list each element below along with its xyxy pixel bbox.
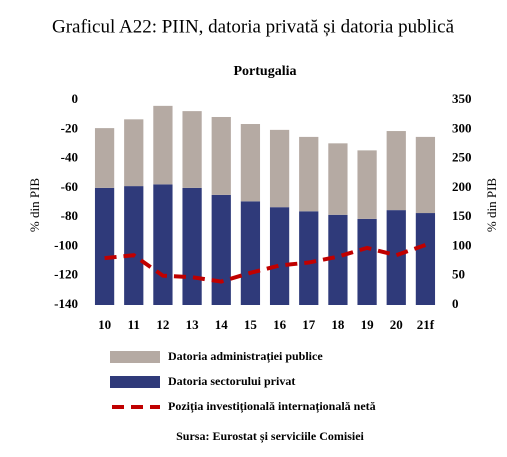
bar [328, 143, 348, 215]
y2-tick-label: 100 [452, 237, 472, 252]
chart-subtitle: Portugalia [234, 64, 297, 79]
bar [153, 105, 173, 185]
bar [153, 184, 173, 305]
y-tick-label: -100 [54, 237, 78, 252]
y-tick-label: -80 [61, 208, 78, 223]
y2-axis-title: % din PIB [484, 178, 499, 233]
x-tick-label: 13 [186, 317, 200, 332]
x-tick-label: 21f [417, 317, 435, 332]
y2-tick-label: 250 [452, 150, 472, 165]
x-tick-label: 14 [215, 317, 229, 332]
x-tick-label: 15 [244, 317, 258, 332]
y-tick-label: -40 [61, 150, 78, 165]
y2-tick-label: 300 [452, 120, 472, 135]
y2-tick-label: 350 [452, 91, 472, 106]
x-tick-label: 19 [361, 317, 375, 332]
bar [415, 136, 436, 214]
legend-swatch [110, 376, 160, 388]
bar [211, 194, 231, 305]
source-note: Sursa: Eurostat și serviciile Comisiei [176, 429, 364, 444]
bar [240, 201, 261, 305]
bar [269, 207, 290, 305]
y2-tick-label: 0 [452, 296, 459, 311]
y-tick-label: -60 [61, 179, 78, 194]
bar [328, 214, 348, 305]
bar [240, 124, 261, 202]
bar [415, 213, 436, 305]
bar [94, 128, 115, 188]
bar [357, 150, 377, 219]
line [104, 243, 427, 284]
y-tick-label: 0 [72, 91, 79, 106]
bar [182, 111, 202, 188]
bar [386, 210, 406, 305]
y-axis-title: % din PIB [27, 178, 42, 233]
bar [357, 218, 377, 305]
x-tick-label: 20 [390, 317, 403, 332]
y-tick-label: -20 [61, 120, 78, 135]
y-tick-label: -120 [54, 267, 78, 282]
y-tick-label: -140 [54, 296, 78, 311]
chart-title: Graficul A22: PIIN, datoria privată și d… [52, 16, 455, 37]
bar [299, 136, 319, 212]
bar [211, 116, 231, 195]
x-tick-label: 11 [128, 317, 140, 332]
bar [182, 187, 202, 305]
x-tick-label: 10 [98, 317, 111, 332]
legend-label: Datoria administrației publice [168, 349, 323, 364]
bar [124, 186, 144, 305]
x-tick-label: 16 [273, 317, 287, 332]
legend-label: Poziția investițională internațională ne… [168, 399, 376, 414]
bar [269, 129, 290, 208]
y2-tick-label: 200 [452, 179, 472, 194]
legend-swatch [110, 351, 160, 363]
x-tick-label: 12 [156, 317, 169, 332]
bar [386, 131, 406, 211]
x-tick-label: 18 [331, 317, 345, 332]
bar [124, 119, 144, 187]
legend-label: Datoria sectorului privat [168, 374, 295, 388]
x-tick-label: 17 [302, 317, 316, 332]
y2-tick-label: 50 [452, 267, 465, 282]
bar [94, 187, 115, 305]
y2-tick-label: 150 [452, 208, 472, 223]
bar [299, 211, 319, 305]
